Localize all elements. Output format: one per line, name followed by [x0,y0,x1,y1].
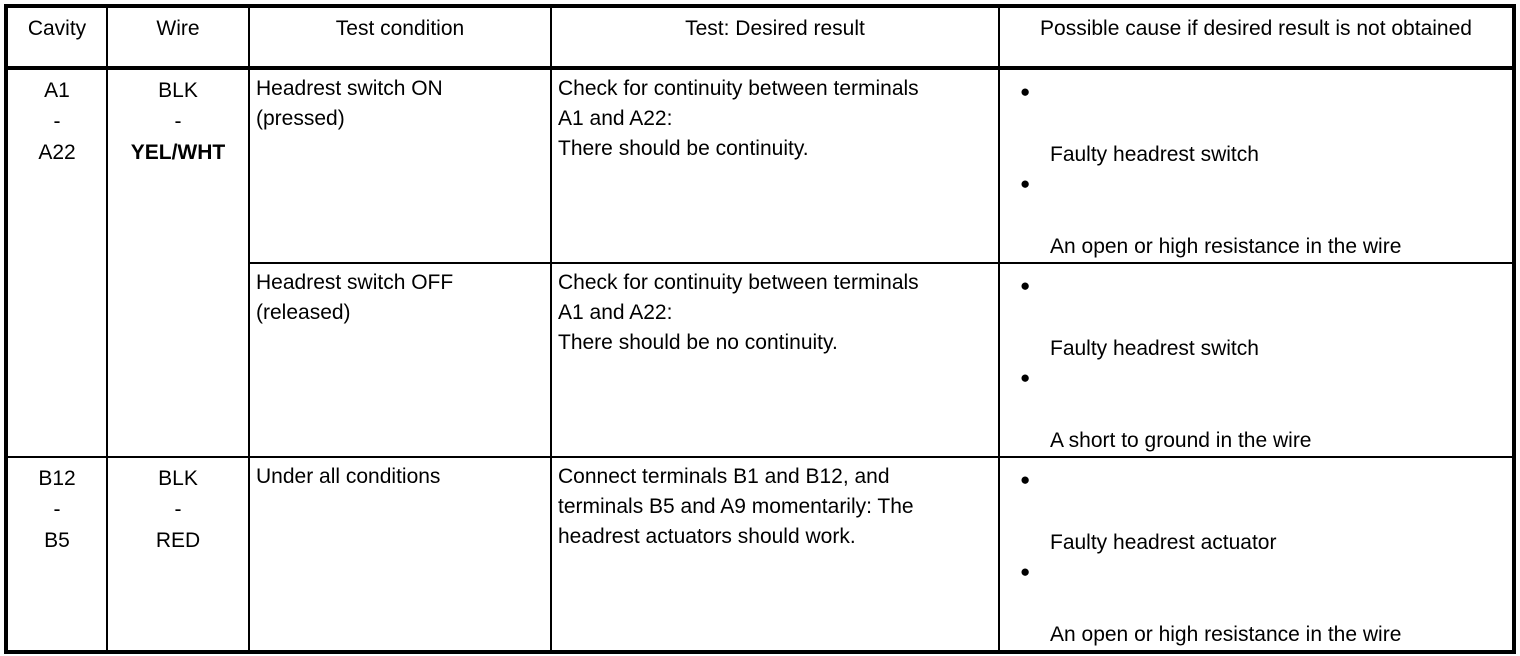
cavity-value-top: A1 [44,79,70,102]
test-condition-cell: Headrest switch OFF (released) [248,262,552,458]
cause-text: Faulty headrest switch [1050,143,1259,166]
wire-color-bottom: YEL/WHT [130,141,226,164]
test-result-cell: Check for continuity between terminals A… [550,262,1000,458]
cause-item: ● Faulty headrest switch [1020,82,1502,168]
cavity-cell-b: B12 - B5 [5,456,108,653]
bullet-icon: ● [1020,276,1031,295]
wire-separator: - [174,498,182,521]
bullet-icon: ● [1020,562,1031,581]
bullet-icon: ● [1020,470,1031,489]
table-row-a1-on: A1 - A22 BLK - YEL/WHT Headrest switch O… [5,67,1515,458]
header-cell-test-result: Test: Desired result [550,5,1000,70]
cavity-value-bottom: A22 [38,141,76,164]
cavity-cell-a: A1 - A22 [5,67,108,458]
test-condition-cell: Headrest switch ON (pressed) [248,67,552,264]
cause-item: ● Faulty headrest actuator [1020,470,1502,556]
wire-color-top: BLK [158,79,198,102]
troubleshooting-table: Cavity Wire Test condition Test: Desired… [4,4,1516,654]
wire-cell-a: BLK - YEL/WHT [106,67,250,458]
bullet-icon: ● [1020,82,1031,101]
wire-separator: - [174,110,182,133]
test-result-cell: Check for continuity between terminals A… [550,67,1000,264]
bullet-icon: ● [1020,368,1031,387]
cause-text: A short to ground in the wire [1050,429,1312,452]
bullet-icon: ● [1020,174,1031,193]
header-cell-test-condition: Test condition [248,5,552,70]
cause-item: ● Faulty headrest switch [1020,276,1502,362]
table-row-b12: B12 - B5 BLK - RED Under all conditions … [5,456,1515,653]
header-cell-possible-cause: Possible cause if desired result is not … [998,5,1515,70]
possible-cause-cell: ● Faulty headrest switch ● A short to gr… [998,262,1515,458]
wire-color-top: BLK [158,467,198,490]
cause-text: An open or high resistance in the wire [1050,623,1402,646]
cavity-value-top: B12 [38,467,76,490]
cavity-separator: - [53,498,61,521]
cause-text: Faulty headrest actuator [1050,531,1277,554]
cavity-separator: - [53,110,61,133]
header-row: Cavity Wire Test condition Test: Desired… [5,5,1515,70]
cause-item: ● A short to ground in the wire [1020,368,1502,454]
possible-cause-cell: ● Faulty headrest switch ● An open or hi… [998,67,1515,264]
possible-cause-cell: ● Faulty headrest actuator ● An open or … [998,456,1515,653]
cause-text: An open or high resistance in the wire [1050,235,1402,258]
test-condition-cell: Under all conditions [248,456,552,653]
header-cell-cavity: Cavity [5,5,108,70]
header-cell-wire: Wire [106,5,250,70]
cavity-value-bottom: B5 [44,529,70,552]
wire-cell-b: BLK - RED [106,456,250,653]
table-row-a1-off: Headrest switch OFF (released) Check for… [6,262,1515,458]
test-result-cell: Connect terminals B1 and B12, and termin… [550,456,1000,653]
wire-color-bottom: RED [155,529,201,552]
cause-item: ● An open or high resistance in the wire [1020,562,1502,648]
cause-item: ● An open or high resistance in the wire [1020,174,1502,260]
cause-text: Faulty headrest switch [1050,337,1259,360]
